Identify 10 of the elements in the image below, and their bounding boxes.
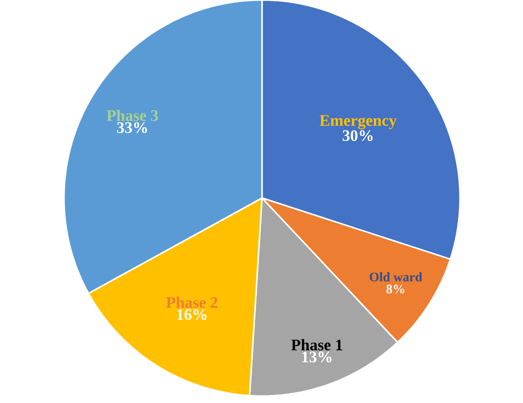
- slice-label: Emergency: [320, 115, 397, 130]
- slice-label: Phase 2: [166, 296, 218, 308]
- slice-label: Phase 3: [106, 110, 158, 121]
- data-label: 13%: [302, 352, 332, 362]
- slice-label: Old ward: [370, 272, 422, 282]
- data-label: 16%: [177, 309, 206, 320]
- data-label: 30%: [342, 130, 373, 142]
- data-label: 33%: [117, 122, 147, 134]
- data-label: 8%: [386, 284, 404, 294]
- slice-label: Phase 1: [291, 339, 342, 350]
